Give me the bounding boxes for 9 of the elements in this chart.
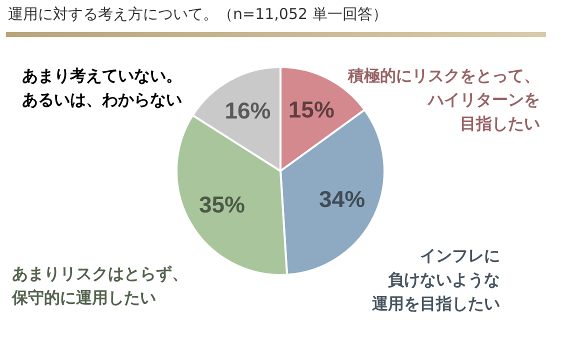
data-label: 16% bbox=[224, 97, 271, 124]
slice-label: あまり考えていない。あるいは、わからない bbox=[22, 66, 182, 109]
data-label: 15% bbox=[288, 96, 334, 122]
data-label: 34% bbox=[319, 186, 366, 212]
chart-title: 運用に対する考え方について。（n=11,052 単一回答） bbox=[8, 5, 388, 23]
slice-label: インフレに負けないような運用を目指したい bbox=[371, 246, 500, 313]
slice-label: 積極的にリスクをとって、ハイリターンを目指したい bbox=[347, 66, 540, 133]
slice-label: あまりリスクはとらず、保守的に運用したい bbox=[11, 264, 188, 307]
data-label: 35% bbox=[198, 192, 245, 218]
